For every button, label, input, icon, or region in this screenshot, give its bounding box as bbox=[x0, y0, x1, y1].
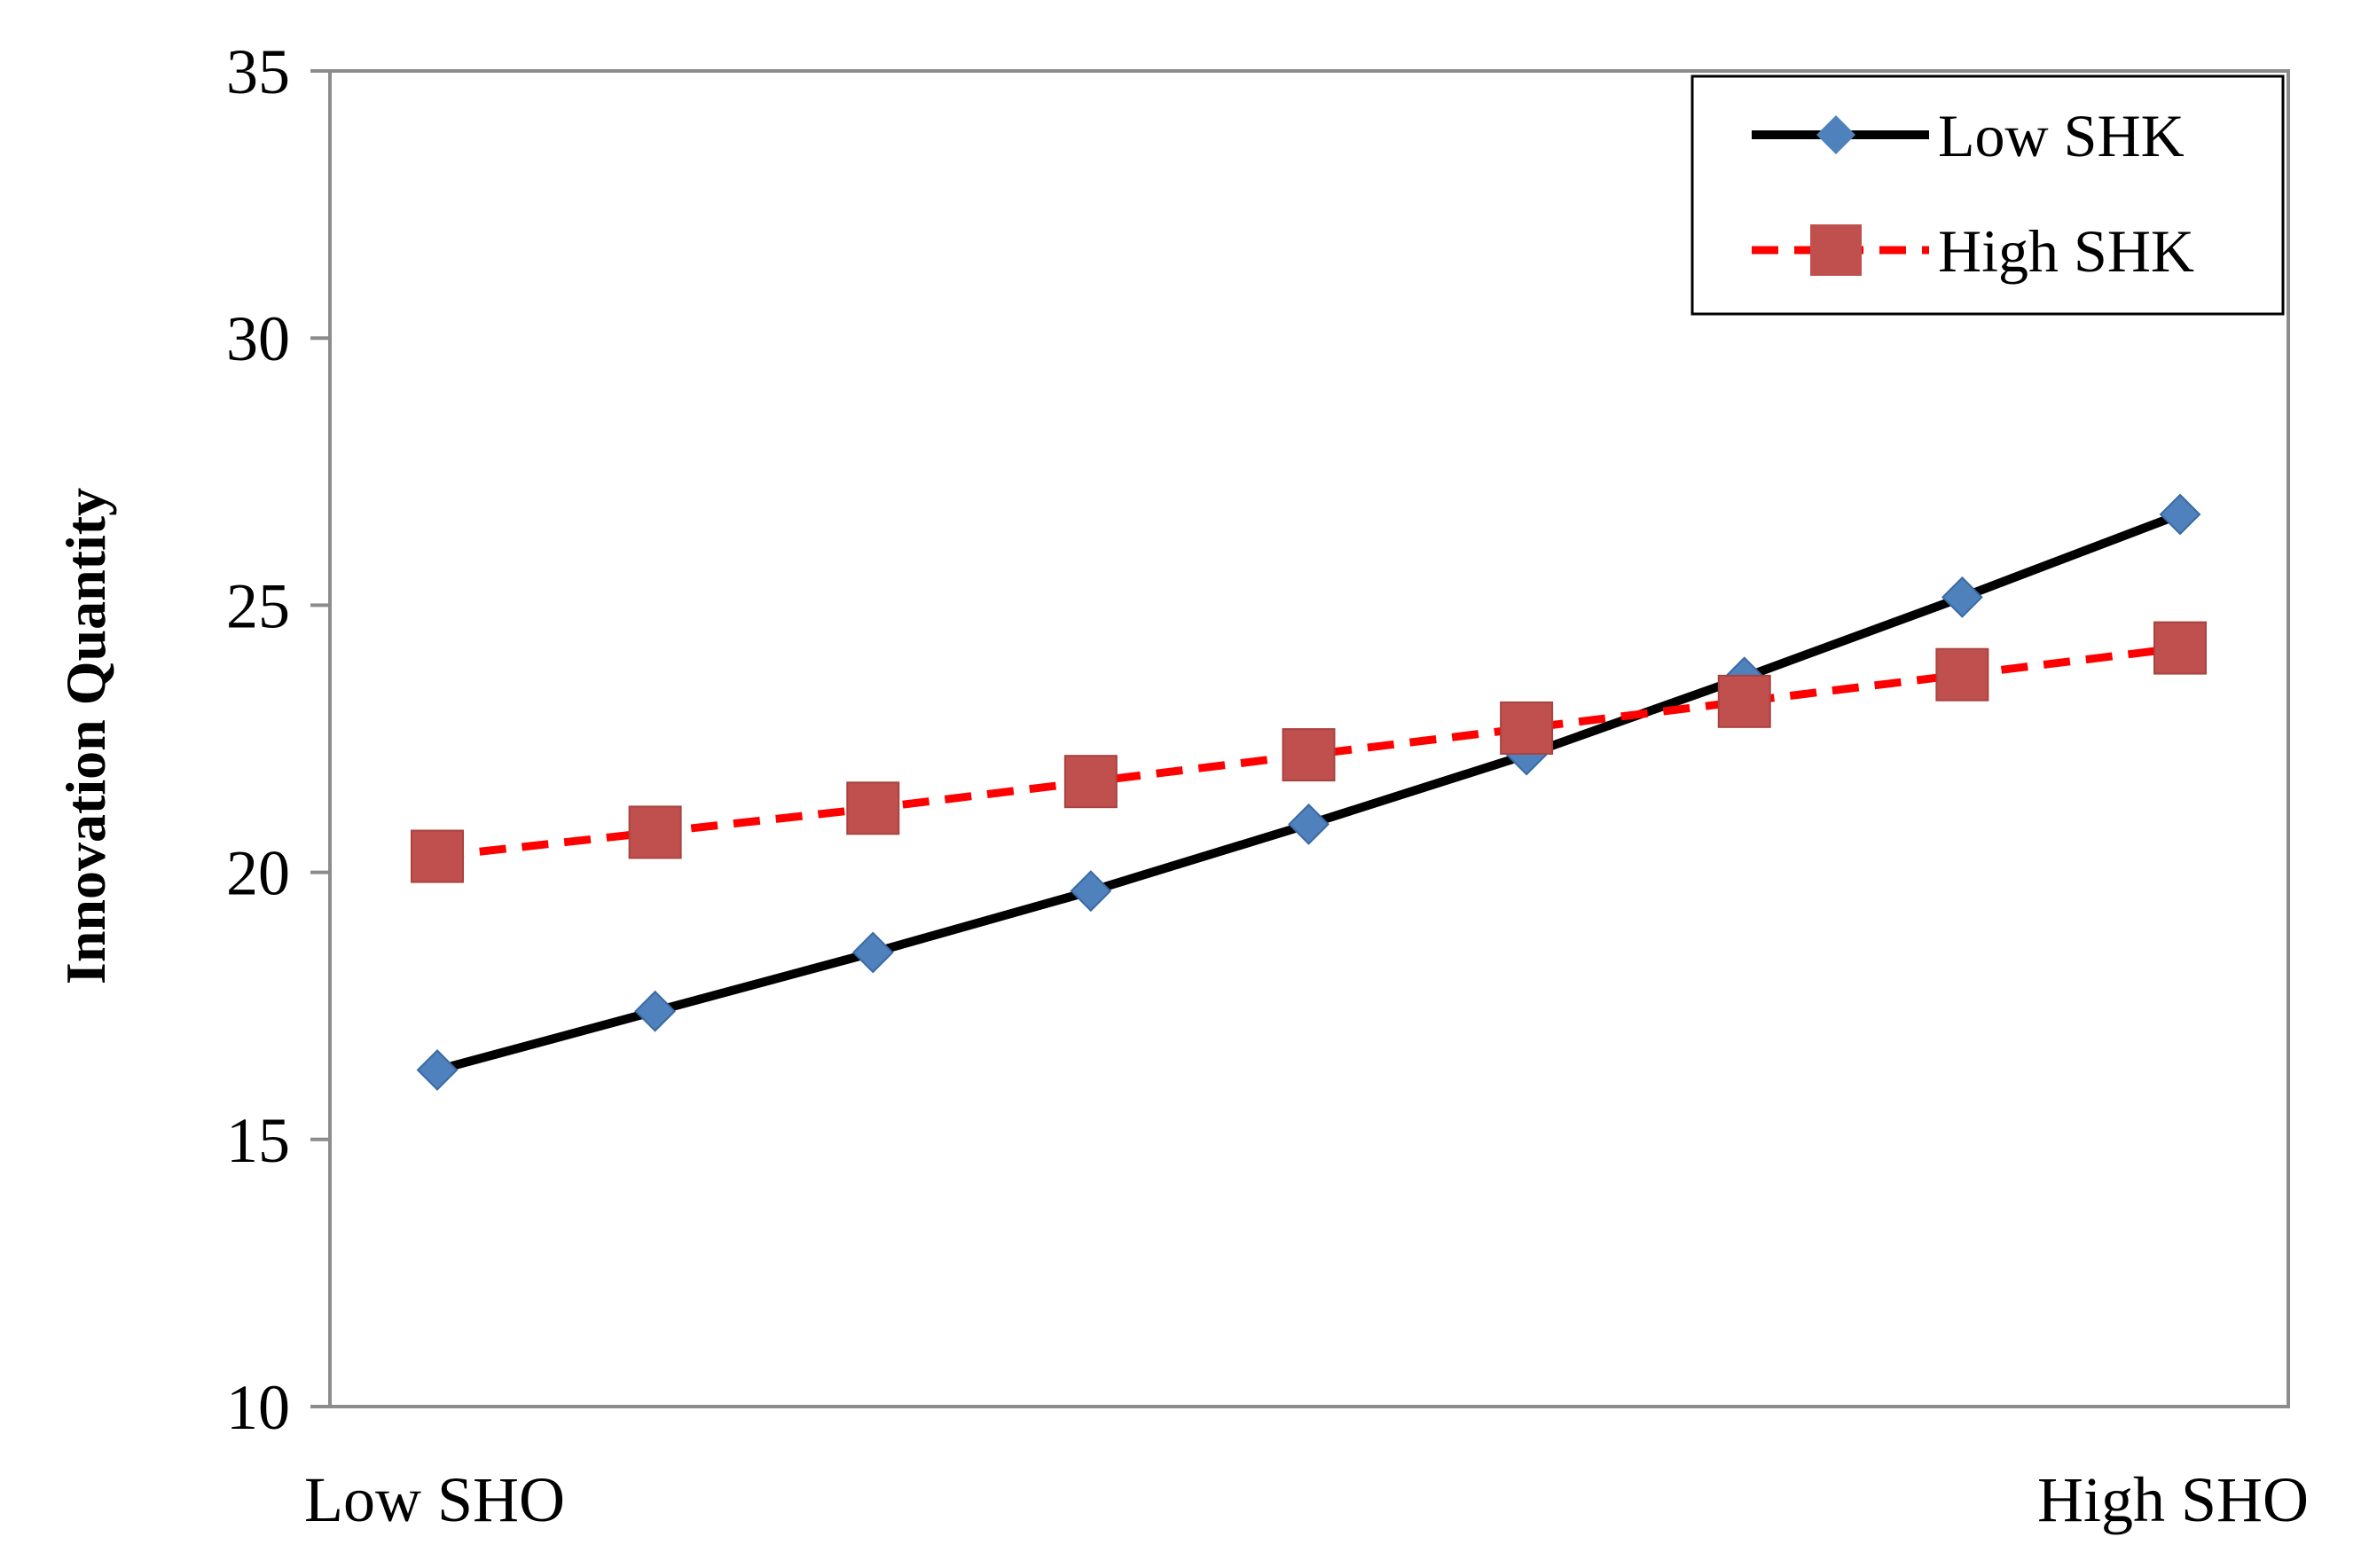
y-tick-label: 20 bbox=[226, 838, 290, 909]
legend-box bbox=[1690, 74, 2285, 316]
series-low-shk bbox=[416, 493, 2201, 1091]
legend: Low SHK High SHK bbox=[1690, 74, 2285, 316]
y-tick-label: 25 bbox=[226, 570, 290, 641]
x-axis: Low SHO High SHO bbox=[304, 1464, 2309, 1535]
y-tick-label: 35 bbox=[226, 36, 290, 107]
data-point bbox=[411, 829, 464, 883]
y-axis: 10 15 20 25 30 35 bbox=[226, 36, 332, 1443]
y-tick-label: 30 bbox=[226, 303, 290, 374]
data-point bbox=[846, 781, 900, 835]
data-point bbox=[1935, 647, 1989, 702]
y-tick-label: 15 bbox=[226, 1105, 290, 1176]
legend-label: High SHK bbox=[1938, 217, 2194, 285]
data-point bbox=[851, 931, 894, 974]
data-point bbox=[1941, 576, 1983, 618]
series-line bbox=[435, 510, 2182, 1075]
y-axis-title: Innovation Quantity bbox=[54, 488, 117, 984]
x-tick-label-low: Low SHO bbox=[304, 1464, 565, 1535]
data-point bbox=[628, 805, 682, 859]
legend-marker bbox=[1810, 224, 1862, 276]
legend-entry: High SHK bbox=[1752, 217, 2194, 285]
y-tick-label: 10 bbox=[226, 1372, 290, 1443]
data-point bbox=[634, 990, 677, 1032]
data-point bbox=[1288, 803, 1330, 845]
series-layer bbox=[411, 493, 2207, 1091]
legend-label: Low SHK bbox=[1938, 102, 2185, 169]
legend-marker bbox=[1816, 115, 1855, 154]
data-point bbox=[416, 1049, 459, 1091]
data-point bbox=[1500, 701, 1554, 755]
data-point bbox=[2159, 493, 2201, 536]
legend-entry: Low SHK bbox=[1752, 102, 2185, 169]
data-point bbox=[1070, 870, 1112, 913]
x-tick-label-high: High SHO bbox=[2037, 1464, 2309, 1535]
data-point bbox=[1282, 728, 1336, 782]
data-point bbox=[1063, 755, 1118, 809]
data-point bbox=[2153, 621, 2207, 675]
series-high-shk bbox=[411, 621, 2207, 883]
data-point bbox=[1717, 674, 1771, 728]
